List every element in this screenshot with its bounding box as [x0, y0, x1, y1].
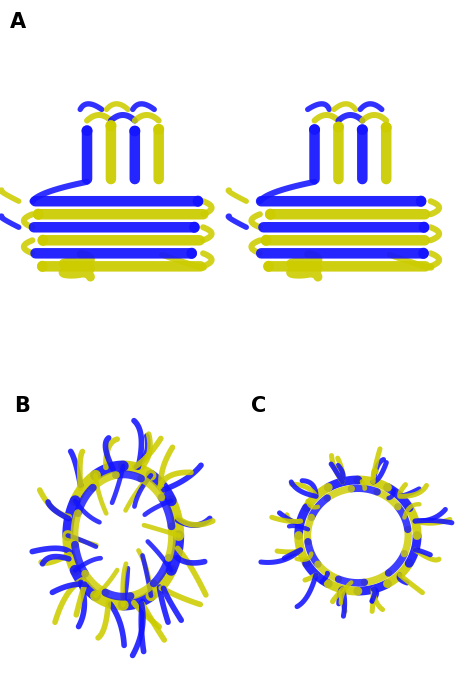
Text: B: B — [14, 396, 30, 416]
Text: A: A — [9, 12, 26, 32]
Text: C: C — [251, 396, 266, 416]
